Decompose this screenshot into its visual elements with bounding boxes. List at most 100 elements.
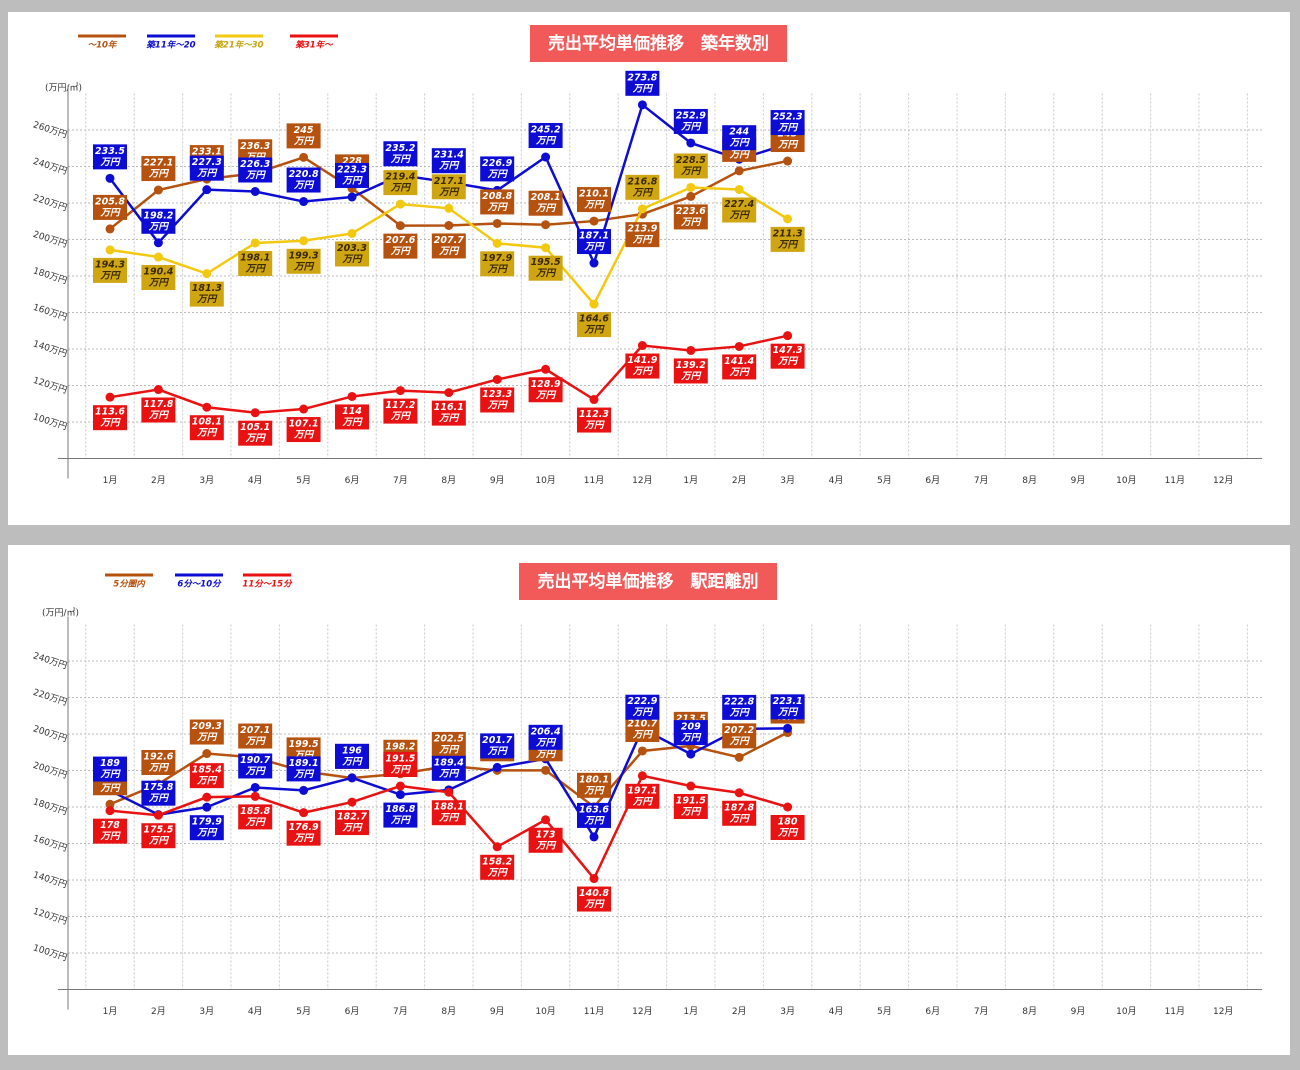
- x-tick-label: 4月: [829, 475, 844, 486]
- point: [347, 797, 357, 807]
- data-label-unit: 万円: [196, 776, 218, 787]
- x-tick-label: 10月: [1116, 1006, 1136, 1017]
- data-label-unit: 万円: [148, 169, 170, 180]
- label-box: [141, 208, 176, 234]
- label-box: [625, 716, 660, 742]
- data-label: 181.3: [192, 283, 222, 294]
- data-label: 107.1: [289, 419, 319, 430]
- data-label: 116.1: [434, 402, 464, 413]
- x-tick-label: 4月: [248, 1006, 263, 1017]
- label-box: [286, 820, 321, 846]
- data-label: 210.1: [579, 189, 609, 200]
- x-tick-label: 5月: [877, 475, 892, 486]
- data-label: 222.8: [724, 696, 754, 707]
- data-label: 190.4: [143, 267, 173, 278]
- data-label: 128.9: [531, 379, 561, 390]
- x-tick-label: 8月: [441, 475, 456, 486]
- data-label: 228.5: [676, 155, 706, 166]
- label-box: [189, 815, 224, 841]
- label-box: [286, 756, 321, 782]
- data-label-unit: 万円: [341, 417, 363, 428]
- data-label-unit: 万円: [148, 410, 170, 421]
- label-box: [238, 157, 273, 183]
- point: [637, 341, 647, 351]
- data-label-unit: 万円: [245, 433, 267, 444]
- data-label: 140.8: [579, 888, 609, 899]
- data-label: 182.7: [337, 812, 367, 823]
- data-label: 139.2: [676, 360, 706, 371]
- data-label-unit: 万円: [148, 763, 170, 774]
- data-label-unit: 万円: [438, 744, 460, 755]
- label-box: [286, 167, 321, 193]
- label-box: [189, 719, 224, 745]
- data-label: 141.4: [724, 356, 754, 367]
- data-label-unit: 万円: [583, 815, 605, 826]
- data-label: 114: [342, 406, 362, 417]
- legend-label: 5分圏内: [113, 579, 146, 590]
- data-label: 176.9: [289, 822, 319, 833]
- point: [202, 792, 212, 802]
- x-tick-label: 9月: [490, 475, 505, 486]
- label-box: [722, 800, 757, 826]
- label-box: [625, 70, 660, 96]
- data-label-unit: 万円: [729, 138, 751, 149]
- data-label: 235.2: [385, 143, 415, 154]
- data-label-unit: 万円: [99, 831, 121, 842]
- data-label-unit: 万円: [583, 899, 605, 910]
- label-box: [238, 804, 273, 830]
- data-label: 180: [778, 817, 798, 828]
- data-label-unit: 万円: [632, 707, 654, 718]
- x-tick-label: 2月: [732, 475, 747, 486]
- data-label: 187.1: [579, 231, 609, 242]
- point: [589, 832, 599, 842]
- label-box: [431, 174, 466, 200]
- label-box: [93, 756, 127, 782]
- x-tick-label: 12月: [632, 475, 652, 486]
- data-label: 188.1: [434, 802, 464, 813]
- x-tick-label: 1月: [103, 1006, 118, 1017]
- data-label: 223.1: [773, 696, 803, 707]
- point: [734, 341, 744, 351]
- data-label-unit: 万円: [632, 235, 654, 246]
- point: [686, 182, 696, 192]
- label-box: [625, 174, 660, 200]
- data-label-unit: 万円: [680, 121, 702, 132]
- label-box: [189, 415, 224, 441]
- data-label-unit: 万円: [341, 254, 363, 265]
- x-tick-label: 12月: [1213, 475, 1233, 486]
- label-box: [577, 886, 611, 912]
- point: [637, 746, 647, 756]
- data-label: 245.2: [531, 125, 561, 136]
- label-box: [335, 743, 369, 769]
- label-box: [722, 197, 757, 223]
- label-box: [93, 144, 127, 170]
- data-label: 223.6: [676, 206, 706, 217]
- label-box: [238, 723, 273, 749]
- data-label: 191.5: [676, 796, 706, 807]
- data-label-unit: 万円: [487, 867, 509, 878]
- label-box: [189, 281, 224, 307]
- data-label: 244: [729, 127, 749, 138]
- label-box: [480, 189, 515, 215]
- data-label-unit: 万円: [245, 736, 267, 747]
- data-label: 117.2: [385, 400, 415, 411]
- data-label: 186.8: [385, 804, 415, 815]
- data-label-unit: 万円: [487, 746, 509, 757]
- label-box: [722, 694, 757, 720]
- data-label: 227.3: [192, 157, 222, 168]
- label-box: [238, 753, 273, 779]
- data-label: 192.6: [143, 752, 173, 763]
- data-label: 180.1: [579, 774, 609, 785]
- data-label-unit: 万円: [729, 736, 751, 747]
- point: [105, 173, 115, 183]
- x-tick-label: 1月: [103, 475, 118, 486]
- x-tick-label: 3月: [780, 1006, 795, 1017]
- point: [783, 723, 793, 733]
- x-tick-label: 5月: [877, 1006, 892, 1017]
- point: [686, 138, 696, 148]
- data-label-unit: 万円: [99, 207, 121, 218]
- point: [734, 788, 744, 798]
- label-box: [528, 377, 563, 403]
- data-label-unit: 万円: [632, 187, 654, 198]
- data-label: 185.8: [240, 806, 270, 817]
